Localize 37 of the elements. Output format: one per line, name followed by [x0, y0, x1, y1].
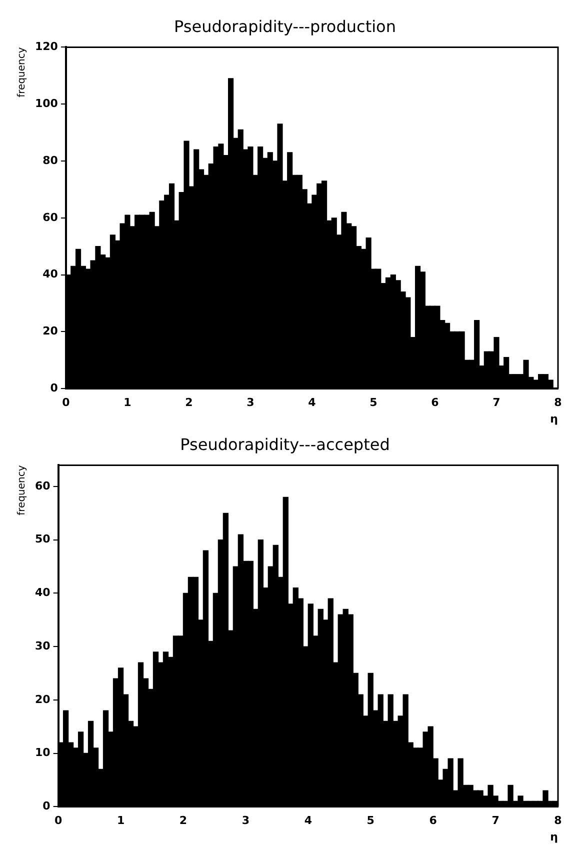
x-tick-label: 8 — [554, 396, 562, 410]
y-tick-label: 0 — [42, 799, 51, 812]
x-tick-label: 5 — [370, 396, 378, 410]
y-axis-title: frequency — [16, 47, 28, 98]
x-tick-label: 2 — [179, 814, 188, 828]
y-tick-label: 40 — [42, 268, 58, 281]
x-tick-label: 2 — [185, 396, 193, 410]
y-tick-label: 120 — [34, 40, 58, 54]
chart-title: Pseudorapidity---production — [174, 16, 396, 36]
x-tick-label: 6 — [431, 396, 440, 410]
x-tick-label: 0 — [62, 396, 70, 410]
x-tick-label: 4 — [304, 814, 312, 828]
x-axis-title: η — [550, 412, 558, 426]
y-tick-label: 0 — [50, 381, 58, 394]
y-tick-label: 60 — [34, 479, 51, 492]
y-tick-label: 40 — [34, 586, 51, 600]
x-tick-label: 4 — [308, 396, 316, 410]
y-tick-label: 60 — [42, 210, 58, 224]
x-tick-label: 7 — [492, 396, 500, 410]
y-tick-label: 20 — [34, 692, 51, 706]
x-tick-label: 3 — [242, 814, 250, 828]
y-tick-label: 20 — [42, 324, 58, 338]
chart-title: Pseudorapidity---accepted — [180, 434, 390, 454]
x-tick-label: 3 — [246, 396, 254, 410]
y-tick-label: 50 — [34, 532, 51, 546]
y-tick-label: 100 — [34, 96, 58, 110]
x-tick-label: 1 — [124, 396, 132, 410]
x-tick-label: 5 — [366, 814, 374, 828]
y-tick-label: 30 — [34, 639, 51, 652]
x-axis-title: η — [550, 830, 558, 844]
x-tick-label: 1 — [116, 814, 125, 828]
y-tick-label: 80 — [42, 154, 58, 167]
y-axis-title: frequency — [16, 465, 28, 516]
x-tick-label: 6 — [429, 814, 438, 828]
x-tick-label: 7 — [492, 814, 500, 828]
x-tick-label: 8 — [554, 814, 562, 828]
y-tick-label: 10 — [34, 746, 51, 760]
